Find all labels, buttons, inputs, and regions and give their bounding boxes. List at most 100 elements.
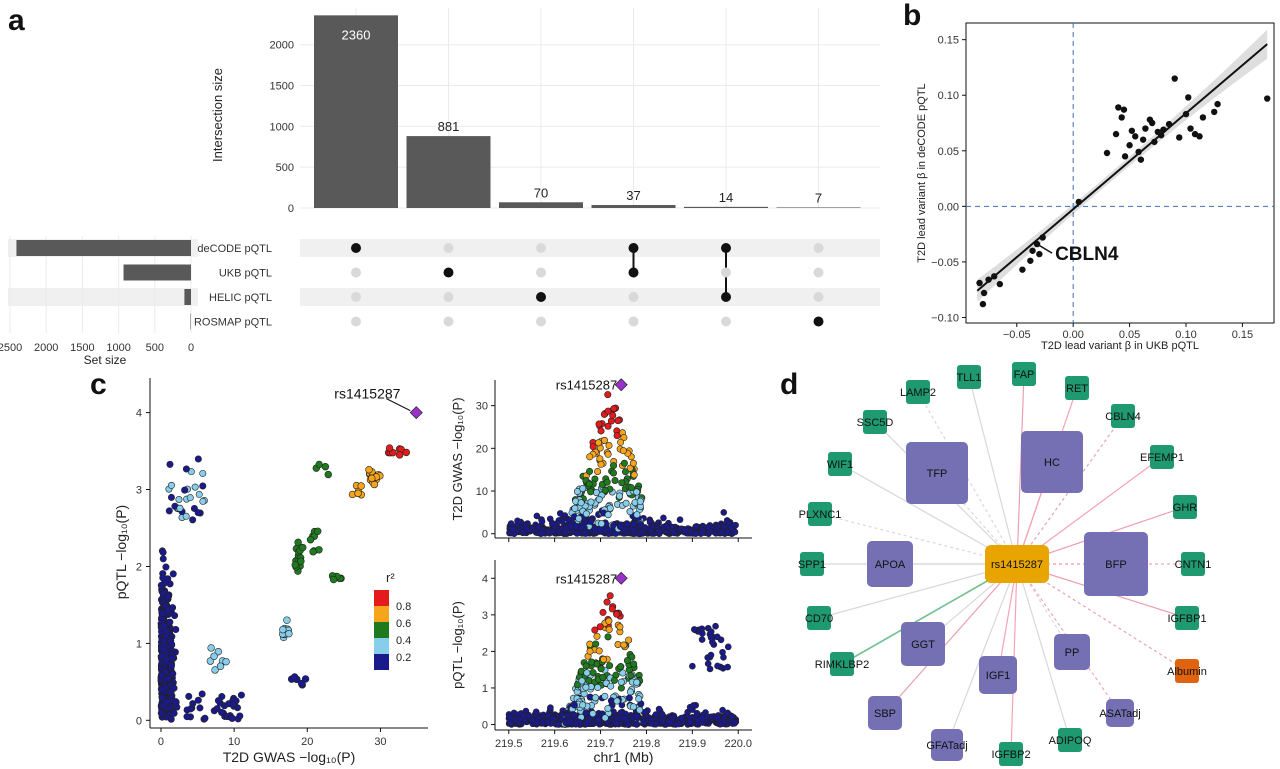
c-bottom-right-snp-point <box>592 640 600 648</box>
panel-letter-c: c <box>90 368 107 401</box>
b-data-point <box>1160 126 1167 133</box>
c-top-right-snp-point <box>720 509 728 516</box>
c-bottom-right-snp-point <box>613 697 621 705</box>
c-left-snp-point <box>158 672 166 680</box>
matrix-dot-active <box>813 316 824 327</box>
protein-node <box>1175 606 1199 630</box>
b-xlabel: T2D lead variant β in UKB pQTL <box>1041 340 1199 352</box>
network-edge <box>818 563 1018 619</box>
c-left-snp-point <box>229 701 237 709</box>
b-ytick-label: −0.05 <box>931 257 959 269</box>
c-left-snp-point <box>166 618 174 626</box>
c-left-snp-point <box>194 455 202 463</box>
matrix-dot-inactive <box>351 267 361 278</box>
c-top-right-snp-point <box>622 499 630 507</box>
c-top-right-snp-point <box>573 529 581 537</box>
c-left-snp-point <box>198 690 206 698</box>
c-left-lead-label: rs1415287 <box>334 386 400 402</box>
c-top-right-snp-point <box>604 422 612 430</box>
intersection-bar <box>406 136 491 208</box>
b-ytick-label: 0.05 <box>938 146 959 158</box>
c-left-snp-point <box>167 688 175 696</box>
b-data-point <box>1185 94 1192 101</box>
c-bottom-right-snp-point <box>690 626 698 633</box>
c-bottom-right-snp-point <box>633 678 641 686</box>
protein-node-label: ADIPOQ <box>1049 735 1092 747</box>
b-data-point <box>976 279 983 287</box>
c-bottom-right-snp-point <box>720 654 727 661</box>
protein-node <box>800 552 824 576</box>
set-size-bar <box>184 289 191 305</box>
c-left-snp-point <box>194 509 202 517</box>
trait-node <box>1084 532 1148 596</box>
c-left-snp-point <box>297 557 305 565</box>
c-top-right-snp-point <box>660 514 667 522</box>
c-bottom-right-snp-point <box>584 717 592 725</box>
c-top-right-snp-point <box>598 520 606 528</box>
c-left-snp-point <box>157 709 165 717</box>
c-left-ytick-label: 1 <box>136 638 142 650</box>
c-left-snp-point <box>168 662 176 670</box>
b-data-point <box>1187 125 1194 132</box>
c-top-right-snp-point <box>571 504 579 512</box>
c-top-right-snp-point <box>629 459 637 467</box>
b-data-point <box>1176 134 1183 141</box>
c-top-right-snp-point <box>582 510 590 518</box>
c-top-right-snp-point <box>732 521 739 529</box>
c-bottom-right-snp-point <box>724 663 731 671</box>
c-top-right-snp-point <box>533 512 541 520</box>
intersection-value-label: 14 <box>719 190 733 205</box>
c-top-right-snp-point <box>636 520 644 528</box>
c-left-snp-point <box>218 708 226 716</box>
c-top-right-snp-point <box>594 467 602 475</box>
matrix-dot-inactive <box>351 316 361 327</box>
c-bottom-right-snp-point <box>603 598 611 606</box>
center-snp-label: rs1415287 <box>991 559 1043 571</box>
b-xtick-label: 0.10 <box>1175 329 1196 341</box>
c-top-right-snp-point <box>611 476 619 484</box>
c-top-right-snp-point <box>575 515 583 523</box>
c-left-snp-point <box>165 674 173 682</box>
protein-node-label: CNTN1 <box>1175 559 1212 571</box>
intersection-value-label: 881 <box>438 119 460 134</box>
c-bottom-right-lead-label: rs1415287 <box>556 571 617 586</box>
legend-color-block <box>374 654 389 670</box>
b-data-point <box>1112 130 1120 138</box>
set-size-bar <box>16 240 191 256</box>
c-left-snp-point <box>169 670 177 678</box>
c-bottom-right-snp-point <box>578 677 586 685</box>
c-left-ytick-label: 0 <box>136 715 142 727</box>
c-left-snp-point <box>214 647 223 656</box>
protein-node-label: IGFBP1 <box>1167 613 1206 625</box>
c-bottom-right-snp-point <box>633 712 641 720</box>
b-data-point <box>1196 133 1203 140</box>
c-top-right-snp-point <box>620 459 628 467</box>
c-bottom-right-snp-point <box>698 636 706 643</box>
legend-color-block <box>374 590 389 606</box>
protein-node <box>906 380 930 404</box>
c-left-snp-point <box>194 696 202 704</box>
c-bottom-right-snp-point <box>600 655 608 663</box>
c-bottom-right-ytick-label: 4 <box>482 573 488 585</box>
matrix-row-band <box>300 288 880 306</box>
c-top-right-snp-point <box>663 523 670 530</box>
trait-node <box>901 622 945 666</box>
c-bottom-right-xlabel: chr1 (Mb) <box>594 749 654 765</box>
intersection-bar <box>591 204 676 208</box>
b-data-point <box>1165 120 1173 128</box>
c-bottom-right-snp-point <box>627 671 635 679</box>
c-bottom-right-snp-point <box>713 633 721 641</box>
c-bottom-right-snp-point <box>625 694 633 702</box>
trait-node <box>1021 431 1083 493</box>
c-bottom-right-snp-point <box>675 720 682 728</box>
protein-node-label: TLL1 <box>956 372 981 384</box>
matrix-dot-inactive <box>536 243 546 253</box>
c-left-snp-point <box>199 497 207 505</box>
c-top-right-snp-point <box>579 484 587 492</box>
albumin-node <box>1175 659 1199 683</box>
c-bottom-right-snp-point <box>623 656 631 664</box>
c-bottom-right-snp-point <box>630 660 638 668</box>
trait-node <box>1054 634 1090 670</box>
c-bottom-right-snp-point <box>706 665 714 673</box>
